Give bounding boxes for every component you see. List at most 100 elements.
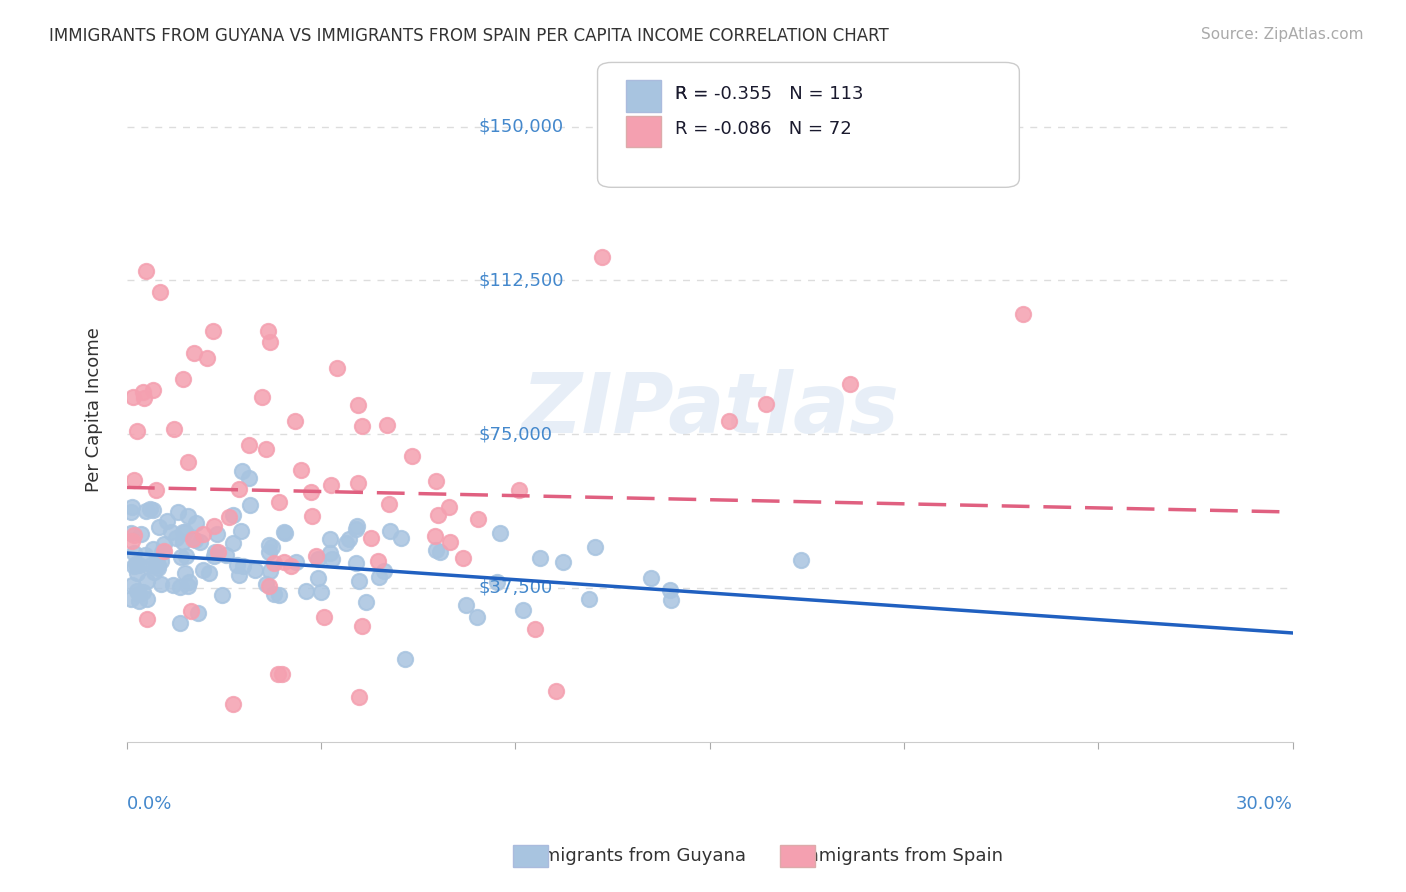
Point bbox=[145, 483, 167, 497]
Point bbox=[169, 615, 191, 630]
Point bbox=[149, 554, 172, 568]
Point bbox=[254, 442, 277, 456]
Point bbox=[125, 557, 148, 571]
Point bbox=[231, 464, 253, 478]
Point bbox=[295, 583, 318, 598]
Point bbox=[148, 558, 170, 572]
Point bbox=[177, 579, 200, 593]
Point bbox=[389, 531, 412, 545]
Point bbox=[169, 550, 191, 565]
Point bbox=[508, 483, 530, 497]
Point bbox=[204, 545, 226, 559]
Point bbox=[273, 524, 295, 539]
Point bbox=[134, 391, 156, 405]
Point bbox=[319, 478, 342, 492]
Point bbox=[193, 563, 215, 577]
Point bbox=[120, 504, 142, 518]
Point bbox=[132, 584, 155, 599]
Text: $37,500: $37,500 bbox=[479, 579, 553, 597]
Point bbox=[321, 551, 343, 566]
Point bbox=[222, 508, 245, 522]
Point bbox=[344, 556, 367, 570]
Point bbox=[121, 500, 143, 515]
Point bbox=[124, 528, 146, 542]
Point bbox=[128, 587, 150, 601]
Point bbox=[257, 545, 280, 559]
Point bbox=[717, 414, 740, 428]
Text: R =: R = bbox=[675, 85, 714, 103]
Point bbox=[426, 508, 449, 522]
Point bbox=[299, 485, 322, 500]
Point bbox=[439, 535, 461, 549]
Point bbox=[173, 524, 195, 539]
Point bbox=[347, 690, 370, 704]
Point bbox=[551, 555, 574, 569]
Point bbox=[259, 334, 281, 349]
Point bbox=[218, 510, 240, 524]
Point bbox=[150, 577, 173, 591]
Point bbox=[257, 579, 280, 593]
Point bbox=[183, 346, 205, 360]
Point bbox=[238, 438, 260, 452]
Point bbox=[661, 593, 683, 607]
Point bbox=[640, 571, 662, 585]
Point bbox=[191, 527, 214, 541]
Point bbox=[128, 558, 150, 573]
Point bbox=[346, 519, 368, 533]
Point bbox=[142, 503, 165, 517]
Point bbox=[305, 549, 328, 563]
Point bbox=[263, 587, 285, 601]
Point bbox=[165, 531, 187, 545]
Point bbox=[195, 351, 218, 365]
Point bbox=[319, 532, 342, 546]
Point bbox=[360, 532, 382, 546]
Point bbox=[529, 551, 551, 566]
Point bbox=[177, 455, 200, 469]
Point bbox=[429, 545, 451, 559]
Point bbox=[139, 558, 162, 573]
Point bbox=[309, 584, 332, 599]
Point bbox=[1011, 308, 1033, 322]
Point bbox=[205, 526, 228, 541]
Point bbox=[257, 324, 280, 338]
Point bbox=[755, 396, 778, 410]
Point bbox=[179, 574, 201, 589]
Point bbox=[142, 542, 165, 557]
Point bbox=[373, 564, 395, 578]
Point bbox=[290, 463, 312, 477]
Point bbox=[184, 516, 207, 531]
Point bbox=[301, 508, 323, 523]
Text: 30.0%: 30.0% bbox=[1236, 795, 1292, 813]
Point bbox=[184, 533, 207, 548]
Point bbox=[425, 543, 447, 558]
Point bbox=[122, 559, 145, 574]
Point bbox=[174, 566, 197, 581]
Text: 0.0%: 0.0% bbox=[127, 795, 173, 813]
Point bbox=[231, 559, 253, 574]
Point bbox=[347, 475, 370, 490]
Point bbox=[367, 554, 389, 568]
Point bbox=[437, 500, 460, 515]
Point bbox=[222, 535, 245, 549]
Point bbox=[198, 566, 221, 581]
Point bbox=[127, 566, 149, 580]
Point bbox=[180, 604, 202, 618]
Point bbox=[263, 557, 285, 571]
Point bbox=[172, 535, 194, 549]
Point bbox=[167, 505, 190, 519]
Point bbox=[347, 574, 370, 588]
Point bbox=[163, 422, 186, 436]
Point bbox=[128, 594, 150, 608]
Point bbox=[229, 524, 252, 538]
Point bbox=[270, 667, 292, 681]
Point bbox=[142, 384, 165, 398]
Point bbox=[145, 557, 167, 571]
Point bbox=[254, 577, 277, 591]
Point bbox=[187, 606, 209, 620]
Point bbox=[307, 571, 329, 585]
Point bbox=[124, 546, 146, 560]
Point bbox=[127, 424, 149, 438]
Point bbox=[135, 504, 157, 518]
Point bbox=[378, 497, 401, 511]
Point bbox=[352, 419, 374, 434]
